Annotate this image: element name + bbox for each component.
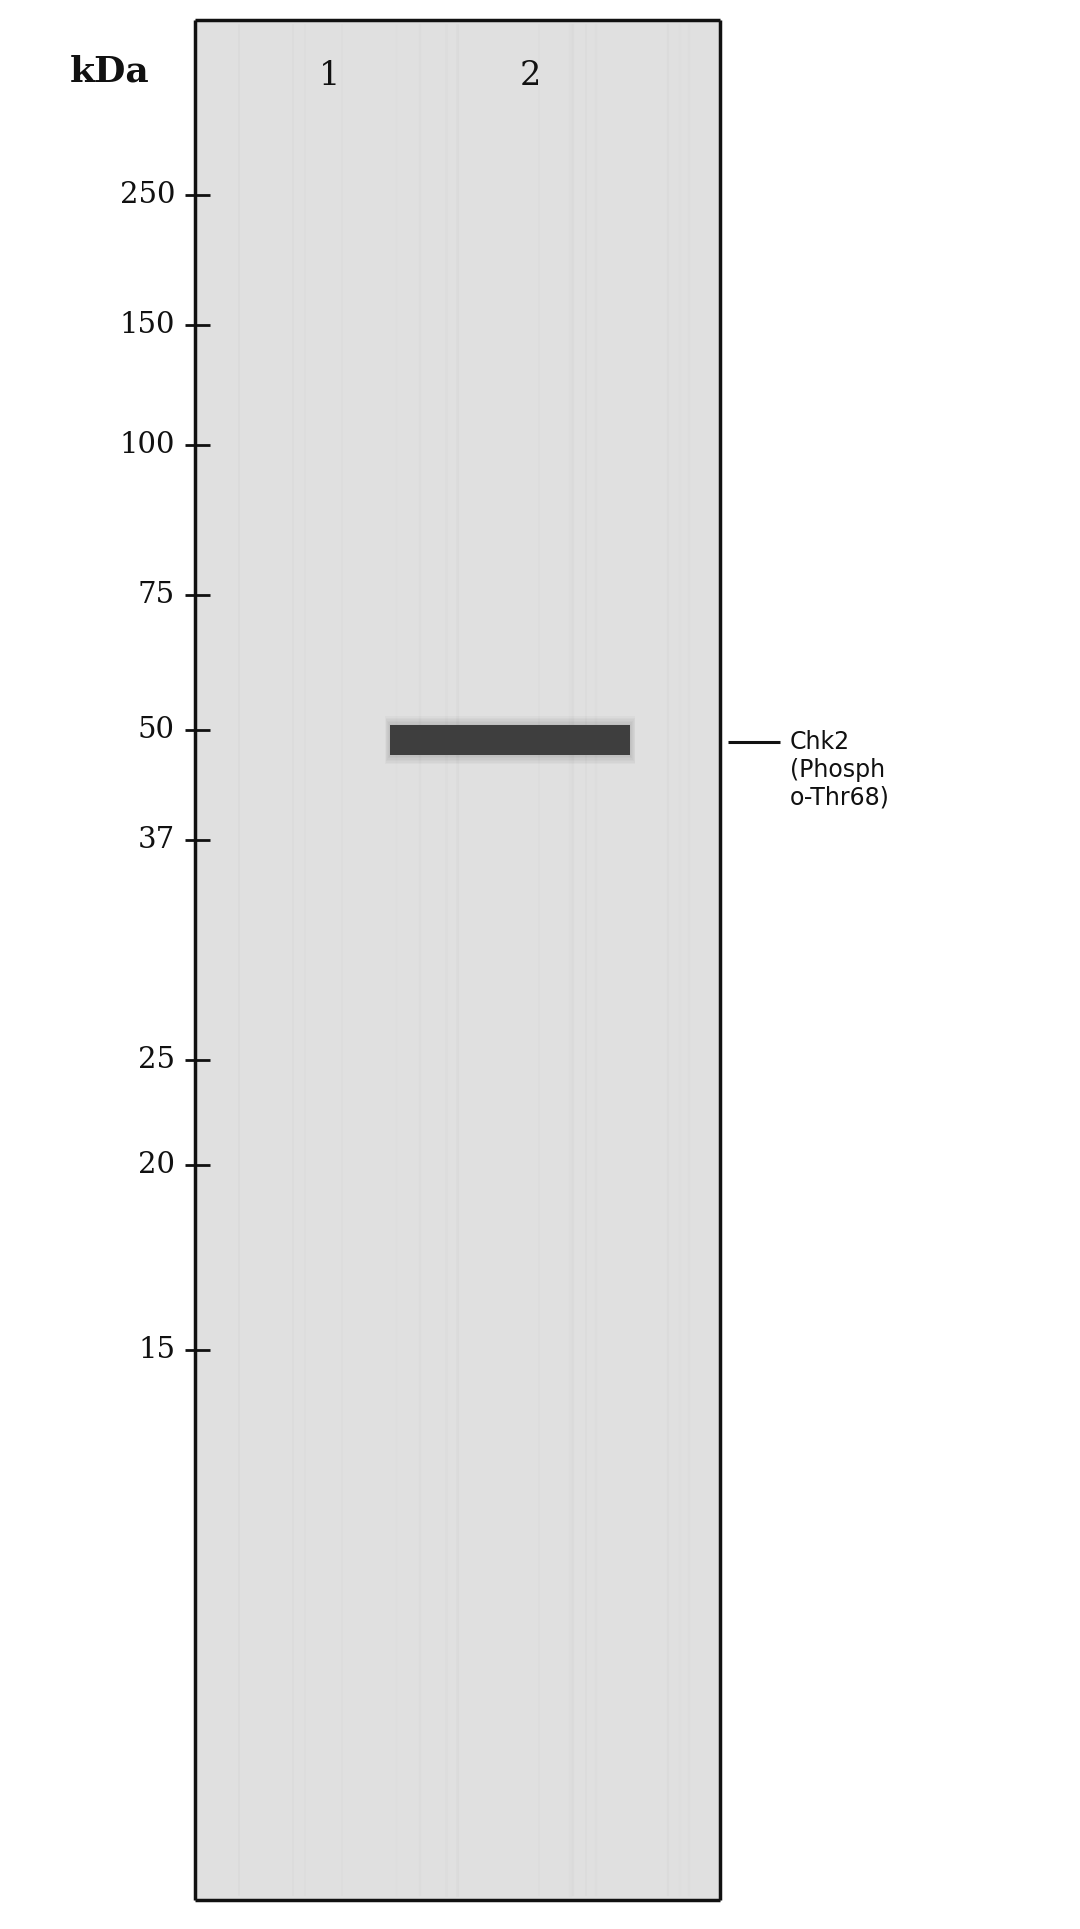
Text: 15: 15	[138, 1337, 175, 1364]
Bar	[388, 721, 632, 758]
Bar	[386, 718, 635, 762]
Text: 150: 150	[120, 311, 175, 340]
Text: 250: 250	[120, 181, 175, 208]
Bar	[389, 723, 631, 756]
Bar	[195, 19, 720, 1900]
Bar	[390, 725, 630, 754]
Text: 1: 1	[320, 60, 340, 93]
Text: 25: 25	[138, 1046, 175, 1074]
Text: Chk2
(Phosph
o-Thr68): Chk2 (Phosph o-Thr68)	[789, 729, 890, 810]
Bar	[388, 721, 633, 760]
Bar	[387, 720, 634, 762]
Text: 50: 50	[138, 716, 175, 745]
Text: 37: 37	[138, 826, 175, 855]
Text: 75: 75	[138, 581, 175, 610]
Text: 20: 20	[138, 1152, 175, 1179]
Bar	[384, 716, 635, 764]
Text: kDa: kDa	[70, 56, 150, 89]
Text: 100: 100	[120, 430, 175, 459]
Text: 2: 2	[519, 60, 541, 93]
